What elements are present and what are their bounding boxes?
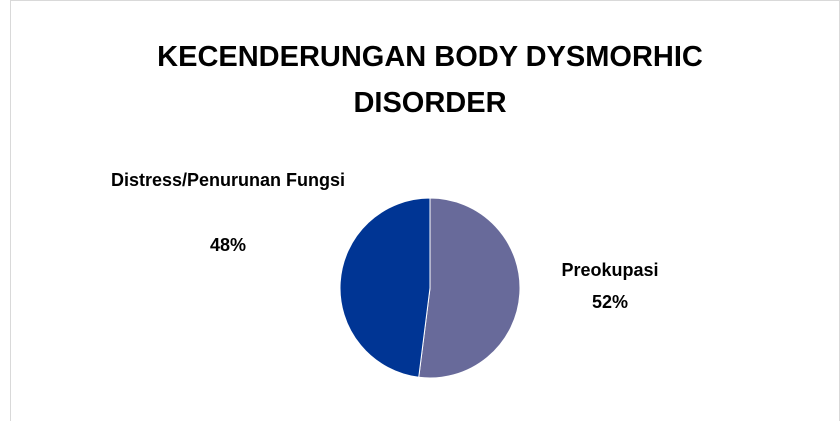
slice-value-label: 52% [591,292,629,312]
pie-slice [339,197,431,378]
chart-title: KECENDERUNGAN BODY DYSMORHIC DISORDER [157,41,703,119]
slice-category-label: Preokupasi [561,260,659,280]
pie-slice [418,197,521,379]
slice-category-label: Distress/Penurunan Fungsi [110,170,346,190]
slice-value-label: 48% [209,235,247,255]
